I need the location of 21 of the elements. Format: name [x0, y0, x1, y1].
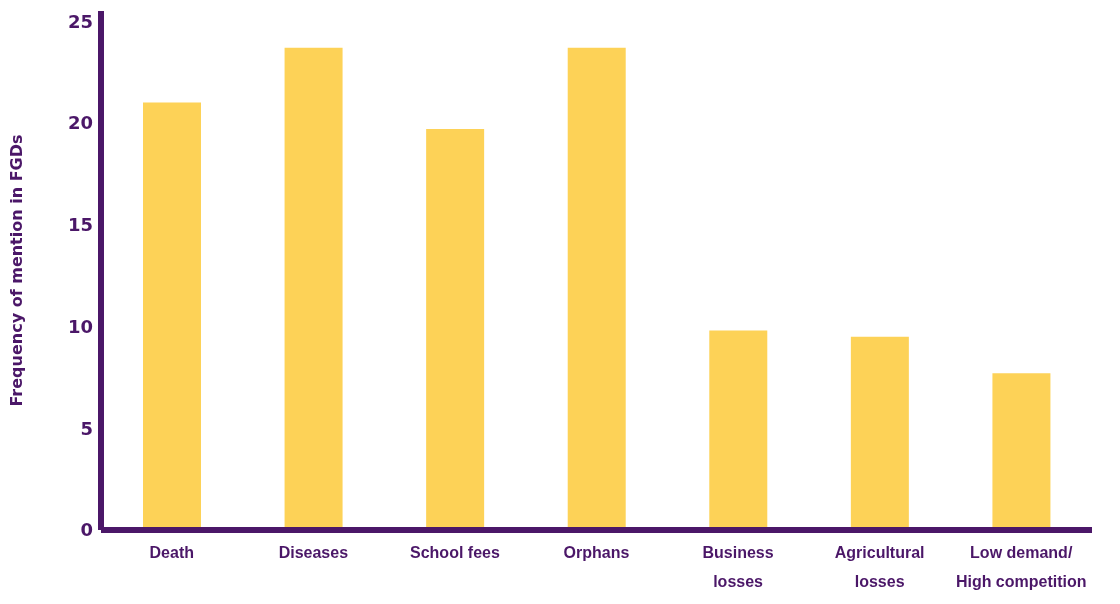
bar	[850, 336, 909, 530]
x-tick-label: Agricultural losses	[834, 544, 925, 590]
y-tick-label: 25	[67, 10, 93, 32]
bar	[143, 102, 201, 530]
bar	[709, 330, 768, 530]
x-tick-label: Business losses	[702, 544, 774, 590]
bar	[426, 129, 485, 530]
x-tick-label: School fees	[410, 544, 500, 561]
bar	[567, 47, 626, 530]
x-tick-label: Diseases	[278, 544, 349, 561]
y-axis-title: Frequency of mention in FGDs	[6, 134, 26, 407]
x-tick-label: Low demand/ High competition	[955, 544, 1087, 590]
bar	[284, 47, 343, 530]
x-tick-label: Death	[149, 544, 195, 561]
y-tick-label: 0	[80, 519, 93, 541]
x-tick-label: Orphans	[563, 544, 630, 561]
y-tick-label: 10	[67, 315, 93, 337]
bar	[992, 373, 1051, 530]
y-tick-label: 5	[80, 417, 93, 439]
y-tick-label: 20	[67, 112, 93, 134]
y-tick-label: 15	[67, 214, 93, 236]
